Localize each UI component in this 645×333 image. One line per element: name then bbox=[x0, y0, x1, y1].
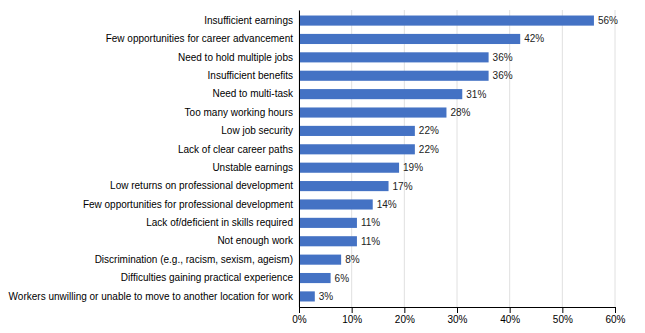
y-tick-label: Need to hold multiple jobs bbox=[178, 52, 293, 63]
x-axis: 0% 10% 20% 30% 40% 50% 60% bbox=[292, 307, 625, 325]
y-tick: Too many working hours bbox=[185, 107, 299, 118]
y-tick: Few opportunities for career advancement bbox=[106, 33, 299, 44]
y-tick: Insufficient benefits bbox=[208, 70, 299, 81]
data-label: 19% bbox=[403, 162, 423, 173]
y-tick-label: Too many working hours bbox=[185, 107, 293, 118]
y-tick-label: Discrimination (e.g., racism, sexism, ag… bbox=[95, 254, 293, 265]
bar bbox=[299, 218, 357, 228]
x-tick-label: 40% bbox=[500, 314, 520, 325]
data-label: 14% bbox=[377, 199, 397, 210]
x-tick-mark bbox=[404, 307, 405, 313]
y-tick-label: Insufficient benefits bbox=[208, 70, 293, 81]
y-tick-label: Need to multi-task bbox=[212, 88, 294, 99]
y-tick-label: Low job security bbox=[221, 125, 293, 136]
x-tick-label: 30% bbox=[447, 314, 467, 325]
data-label: 3% bbox=[319, 291, 334, 302]
y-tick: Low returns on professional development bbox=[110, 180, 299, 191]
grid bbox=[299, 10, 615, 307]
bar bbox=[299, 52, 489, 62]
x-tick: 50% bbox=[553, 307, 573, 325]
y-tick: Unstable earnings bbox=[212, 162, 299, 173]
data-label: 22% bbox=[419, 144, 439, 155]
data-label: 17% bbox=[393, 181, 413, 192]
bar bbox=[299, 199, 373, 209]
y-tick: Difficulties gaining practical experienc… bbox=[121, 272, 299, 283]
data-label: 42% bbox=[524, 33, 544, 44]
x-tick-label: 20% bbox=[395, 314, 415, 325]
y-tick-label: Few opportunities for professional devel… bbox=[83, 199, 293, 210]
y-tick: Workers unwilling or unable to move to a… bbox=[9, 291, 299, 302]
data-label: 36% bbox=[493, 52, 513, 63]
x-tick: 60% bbox=[605, 307, 625, 325]
data-label: 28% bbox=[450, 107, 470, 118]
y-tick-label: Workers unwilling or unable to move to a… bbox=[9, 291, 294, 302]
y-tick: Few opportunities for professional devel… bbox=[83, 199, 299, 210]
y-tick-label: Difficulties gaining practical experienc… bbox=[121, 272, 294, 283]
y-tick: Low job security bbox=[221, 125, 299, 136]
data-label: 8% bbox=[345, 254, 360, 265]
x-tick-label: 50% bbox=[553, 314, 573, 325]
chart: 0% 10% 20% 30% 40% 50% 60% Workers unwilling or… bbox=[0, 0, 645, 333]
plot: 0% 10% 20% 30% 40% 50% 60% Workers unwilling or… bbox=[9, 10, 626, 325]
y-tick-label: Low returns on professional development bbox=[110, 180, 293, 191]
bars bbox=[299, 16, 594, 302]
y-tick-label: Lack of/deficient in skills required bbox=[146, 217, 293, 228]
bar bbox=[299, 107, 446, 117]
data-label: 6% bbox=[335, 273, 350, 284]
bar bbox=[299, 181, 389, 191]
bar bbox=[299, 126, 415, 136]
bar bbox=[299, 34, 520, 44]
bar bbox=[299, 144, 415, 154]
bar bbox=[299, 255, 341, 265]
x-tick: 0% bbox=[292, 307, 307, 325]
bar bbox=[299, 273, 331, 283]
x-tick: 20% bbox=[395, 307, 415, 325]
x-tick-mark bbox=[562, 307, 563, 313]
y-tick: Not enough work bbox=[217, 235, 299, 246]
y-tick: Need to multi-task bbox=[212, 88, 299, 99]
x-tick-label: 0% bbox=[292, 314, 307, 325]
x-axis-line bbox=[300, 308, 616, 314]
grid-line bbox=[562, 10, 563, 307]
x-tick: 40% bbox=[500, 307, 520, 325]
data-label: 11% bbox=[361, 236, 380, 247]
x-tick-mark bbox=[510, 307, 511, 313]
bar bbox=[299, 89, 462, 99]
x-tick: 30% bbox=[447, 307, 467, 325]
y-tick-label: Lack of clear career paths bbox=[178, 144, 293, 155]
y-tick: Lack of clear career paths bbox=[178, 144, 299, 155]
data-label: 56% bbox=[598, 15, 618, 26]
data-label: 31% bbox=[466, 89, 486, 100]
bar bbox=[299, 71, 489, 81]
grid-line bbox=[615, 10, 616, 307]
bar bbox=[299, 291, 315, 301]
data-labels: 3%6%8%11%11%14%17%19%22%22%28%31%36%36%4… bbox=[319, 15, 618, 302]
x-tick-label: 60% bbox=[605, 314, 625, 325]
data-label: 22% bbox=[419, 125, 439, 136]
y-tick-label: Unstable earnings bbox=[212, 162, 293, 173]
grid-line bbox=[299, 10, 300, 307]
x-tick-mark bbox=[457, 307, 458, 313]
y-tick: Lack of/deficient in skills required bbox=[146, 217, 299, 228]
x-tick-mark bbox=[352, 307, 353, 313]
x-tick-mark bbox=[299, 307, 300, 313]
y-tick: Discrimination (e.g., racism, sexism, ag… bbox=[95, 254, 299, 265]
data-label: 11% bbox=[361, 217, 380, 228]
y-tick-label: Insufficient earnings bbox=[204, 15, 293, 26]
y-tick: Need to hold multiple jobs bbox=[178, 52, 299, 63]
y-tick: Insufficient earnings bbox=[204, 15, 299, 26]
x-tick-mark bbox=[615, 307, 616, 313]
data-label: 36% bbox=[493, 70, 513, 81]
bar bbox=[299, 163, 399, 173]
bar bbox=[299, 16, 594, 26]
x-tick-label: 10% bbox=[342, 314, 362, 325]
y-tick-label: Few opportunities for career advancement bbox=[106, 33, 294, 44]
y-axis: Workers unwilling or unable to move to a… bbox=[9, 11, 300, 308]
y-tick-label: Not enough work bbox=[217, 235, 294, 246]
bar bbox=[299, 236, 357, 246]
x-tick: 10% bbox=[342, 307, 362, 325]
y-axis-line bbox=[299, 11, 300, 308]
